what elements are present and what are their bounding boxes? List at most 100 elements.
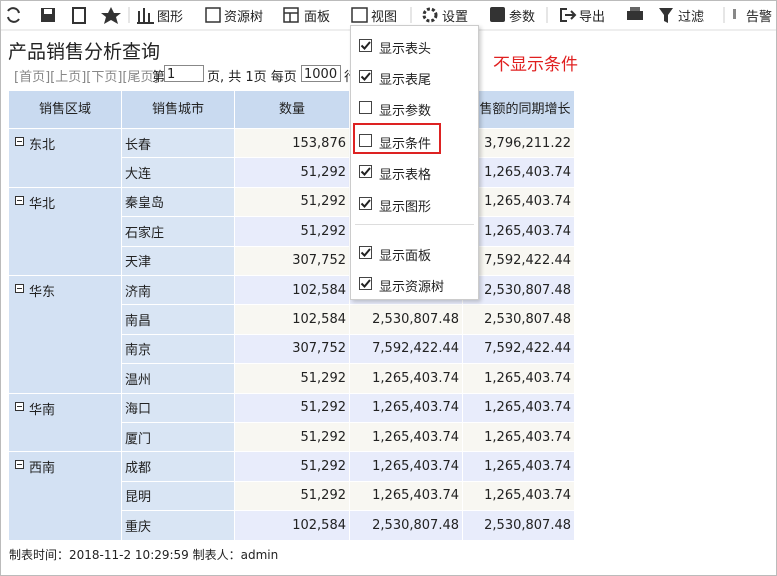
checkmark: [360, 199, 371, 208]
chart-icon[interactable]: [137, 8, 154, 24]
amount-cell: 1,265,403.74: [350, 364, 463, 394]
menu-item[interactable]: 显示图形: [351, 194, 476, 215]
pager-text: 页, 共 1页 每页: [207, 70, 297, 85]
city-cell: 重庆: [122, 511, 235, 541]
panel-icon[interactable]: [283, 7, 299, 23]
region-cell: 华东: [9, 276, 122, 394]
menu-item[interactable]: 显示条件: [351, 131, 476, 152]
toolbar-label[interactable]: 面板: [304, 10, 331, 25]
city-cell: 海口: [122, 393, 235, 423]
qty-cell: 307,752: [235, 334, 350, 365]
city-cell: 石家庄: [122, 217, 235, 247]
checkbox[interactable]: [359, 101, 372, 114]
region-cell: 东北: [9, 129, 122, 188]
checkbox[interactable]: [359, 134, 372, 147]
save-icon-detail: [44, 9, 52, 14]
menu-label: 显示表格: [379, 168, 432, 183]
qty-cell: 102,584: [235, 305, 350, 335]
qty-cell: 51,292: [235, 364, 350, 394]
param-icon[interactable]: [490, 7, 505, 22]
menu-item[interactable]: 显示表尾: [351, 67, 476, 88]
report-table: 销售区域 销售城市 数量 销售额的同期增长 东北 长春 153,876 3,796,211.2…: [9, 91, 575, 541]
collapse-toggle[interactable]: [15, 195, 24, 205]
size-input[interactable]: 1000: [301, 65, 341, 82]
print-icon-detail: [630, 7, 640, 11]
collapse-toggle[interactable]: [15, 401, 24, 411]
print-icon[interactable]: [627, 11, 643, 20]
city-cell: 昆明: [122, 481, 235, 512]
checkmark: [360, 167, 371, 176]
qty-cell: 51,292: [235, 393, 350, 423]
star-icon[interactable]: [101, 7, 121, 24]
qty-cell: 153,876: [235, 129, 350, 159]
toolbar-label[interactable]: 视图: [371, 10, 398, 25]
checkbox[interactable]: [359, 70, 372, 83]
header-cell: 销售城市: [122, 91, 235, 129]
checkbox[interactable]: [359, 246, 372, 259]
checkmark: [360, 72, 371, 81]
qty-cell: 51,292: [235, 158, 350, 188]
export-icon[interactable]: [560, 8, 577, 22]
settings-icon[interactable]: [422, 7, 438, 23]
growth-cell: 1,265,403.74: [463, 393, 575, 423]
city-cell: 成都: [122, 452, 235, 482]
toolbar-label[interactable]: 设置: [442, 10, 469, 25]
toolbar-label[interactable]: 图形: [157, 10, 184, 25]
growth-cell: 2,530,807.48: [463, 305, 575, 335]
qty-cell: 51,292: [235, 187, 350, 218]
alarm-icon[interactable]: [733, 9, 736, 19]
amount-cell: 1,265,403.74: [350, 452, 463, 482]
growth-cell: 3,796,211.22: [463, 129, 575, 159]
tree-icon[interactable]: [205, 7, 221, 23]
city-cell: 温州: [122, 364, 235, 394]
checkbox[interactable]: [359, 165, 372, 178]
qty-cell: 51,292: [235, 423, 350, 453]
toolbar-label[interactable]: 资源树: [224, 10, 264, 25]
amount-cell: 1,265,403.74: [350, 481, 463, 512]
city-cell: 大连: [122, 158, 235, 188]
region-cell: 西南: [9, 452, 122, 541]
collapse-toggle[interactable]: [15, 284, 24, 293]
city-cell: 南昌: [122, 305, 235, 335]
city-cell: 天津: [122, 246, 235, 276]
checkmark: [360, 41, 371, 50]
page-input[interactable]: 1: [164, 65, 204, 82]
refresh-icon[interactable]: [7, 7, 20, 23]
toolbar-label[interactable]: 过滤: [678, 10, 705, 25]
growth-cell: 1,265,403.74: [463, 423, 575, 453]
region-cell: 华南: [9, 393, 122, 453]
pager-links[interactable]: [首页][上页][下页][尾页]: [14, 70, 159, 85]
menu-item[interactable]: 显示资源树: [351, 274, 476, 295]
checkbox[interactable]: [359, 39, 372, 52]
checkbox[interactable]: [359, 277, 372, 290]
menu-label: 显示参数: [379, 104, 432, 119]
amount-cell: 1,265,403.74: [350, 393, 463, 423]
region-name: 华东: [29, 285, 56, 300]
filter-icon[interactable]: [659, 8, 673, 23]
city-cell: 长春: [122, 129, 235, 159]
menu-label: 显示条件: [379, 137, 432, 152]
checkbox[interactable]: [359, 197, 372, 210]
copy-icon[interactable]: [72, 7, 86, 24]
collapse-toggle[interactable]: [15, 137, 24, 146]
menu-item[interactable]: 显示参数: [351, 98, 476, 119]
amount-cell: 2,530,807.48: [350, 305, 463, 335]
panel-icon-detail: [284, 12, 298, 22]
annotation: 不显示条件: [493, 55, 578, 75]
view-icon[interactable]: [351, 7, 368, 23]
menu-label: 显示表尾: [379, 73, 432, 88]
menu-item[interactable]: 显示面板: [351, 243, 476, 264]
toolbar-label[interactable]: 导出: [579, 10, 606, 25]
city-cell: 南京: [122, 334, 235, 365]
growth-cell: 2,530,807.48: [463, 511, 575, 541]
toolbar-label[interactable]: 告警: [746, 10, 773, 25]
toolbar-label[interactable]: 参数: [509, 10, 536, 25]
menu-item[interactable]: 显示表格: [351, 162, 476, 183]
growth-cell: 1,265,403.74: [463, 187, 575, 218]
qty-cell: 307,752: [235, 246, 350, 276]
city-cell: 济南: [122, 276, 235, 306]
menu-item[interactable]: 显示表头: [351, 36, 476, 57]
region-name: 华南: [29, 402, 56, 418]
collapse-toggle[interactable]: [15, 460, 24, 470]
